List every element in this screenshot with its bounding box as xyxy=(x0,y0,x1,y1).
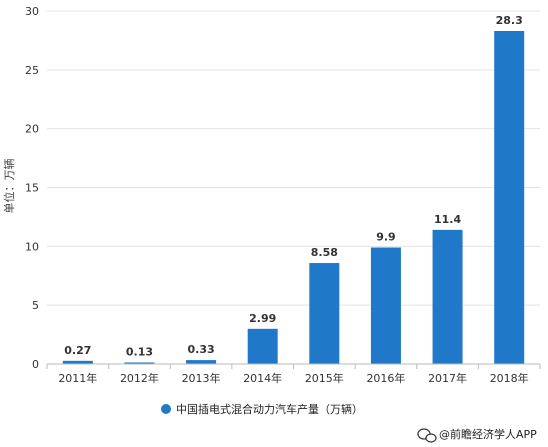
y-tick-label: 25 xyxy=(25,64,39,77)
data-label: 0.13 xyxy=(126,345,153,358)
bar xyxy=(309,263,340,364)
x-tick-label: 2011年 xyxy=(58,371,97,385)
bar xyxy=(494,31,525,365)
x-tick-label: 2016年 xyxy=(366,371,405,385)
y-tick-label: 30 xyxy=(25,5,39,18)
legend: 中国插电式混合动力汽车产量（万辆） xyxy=(161,402,363,416)
data-label: 0.33 xyxy=(187,343,214,356)
data-label: 9.9 xyxy=(376,231,396,244)
data-label: 2.99 xyxy=(249,312,276,325)
data-label: 0.27 xyxy=(64,344,91,357)
x-tick-label: 2014年 xyxy=(243,371,282,385)
bar xyxy=(124,362,155,364)
credit-text: @前瞻经济学人APP xyxy=(439,427,537,441)
data-label: 11.4 xyxy=(434,213,461,226)
x-tick-label: 2012年 xyxy=(120,371,159,385)
data-labels: 0.27 0.13 0.33 2.99 8.58 9.9 11.4 28.3 xyxy=(64,14,523,358)
data-label: 8.58 xyxy=(311,246,338,259)
bar xyxy=(62,360,93,364)
credit: @前瞻经济学人APP xyxy=(417,427,537,443)
legend-marker xyxy=(161,404,171,414)
wechat-logo-icon xyxy=(417,428,437,443)
bars xyxy=(62,31,525,365)
y-tick-label: 10 xyxy=(25,240,39,253)
x-tick-label: 2018年 xyxy=(490,371,529,385)
x-axis-ticks: 2011年 2012年 2013年 2014年 2015年 2016年 2017年 2018年 xyxy=(46,364,541,385)
y-axis-ticks: 0 5 10 15 20 25 30 xyxy=(25,5,39,371)
x-tick-label: 2015年 xyxy=(305,371,344,385)
data-label: 28.3 xyxy=(496,14,523,27)
y-tick-label: 5 xyxy=(32,299,39,312)
y-tick-label: 0 xyxy=(32,358,39,371)
y-tick-label: 20 xyxy=(25,123,39,136)
bar xyxy=(247,328,278,364)
y-tick-label: 15 xyxy=(25,182,39,195)
y-axis-label: 单位：万辆 xyxy=(2,159,16,214)
x-tick-label: 2017年 xyxy=(428,371,467,385)
x-tick-label: 2013年 xyxy=(182,371,221,385)
bar xyxy=(432,229,463,364)
legend-series-name: 中国插电式混合动力汽车产量（万辆） xyxy=(176,402,363,416)
bar xyxy=(370,247,401,364)
grid-lines xyxy=(47,10,540,306)
bar xyxy=(186,360,217,364)
